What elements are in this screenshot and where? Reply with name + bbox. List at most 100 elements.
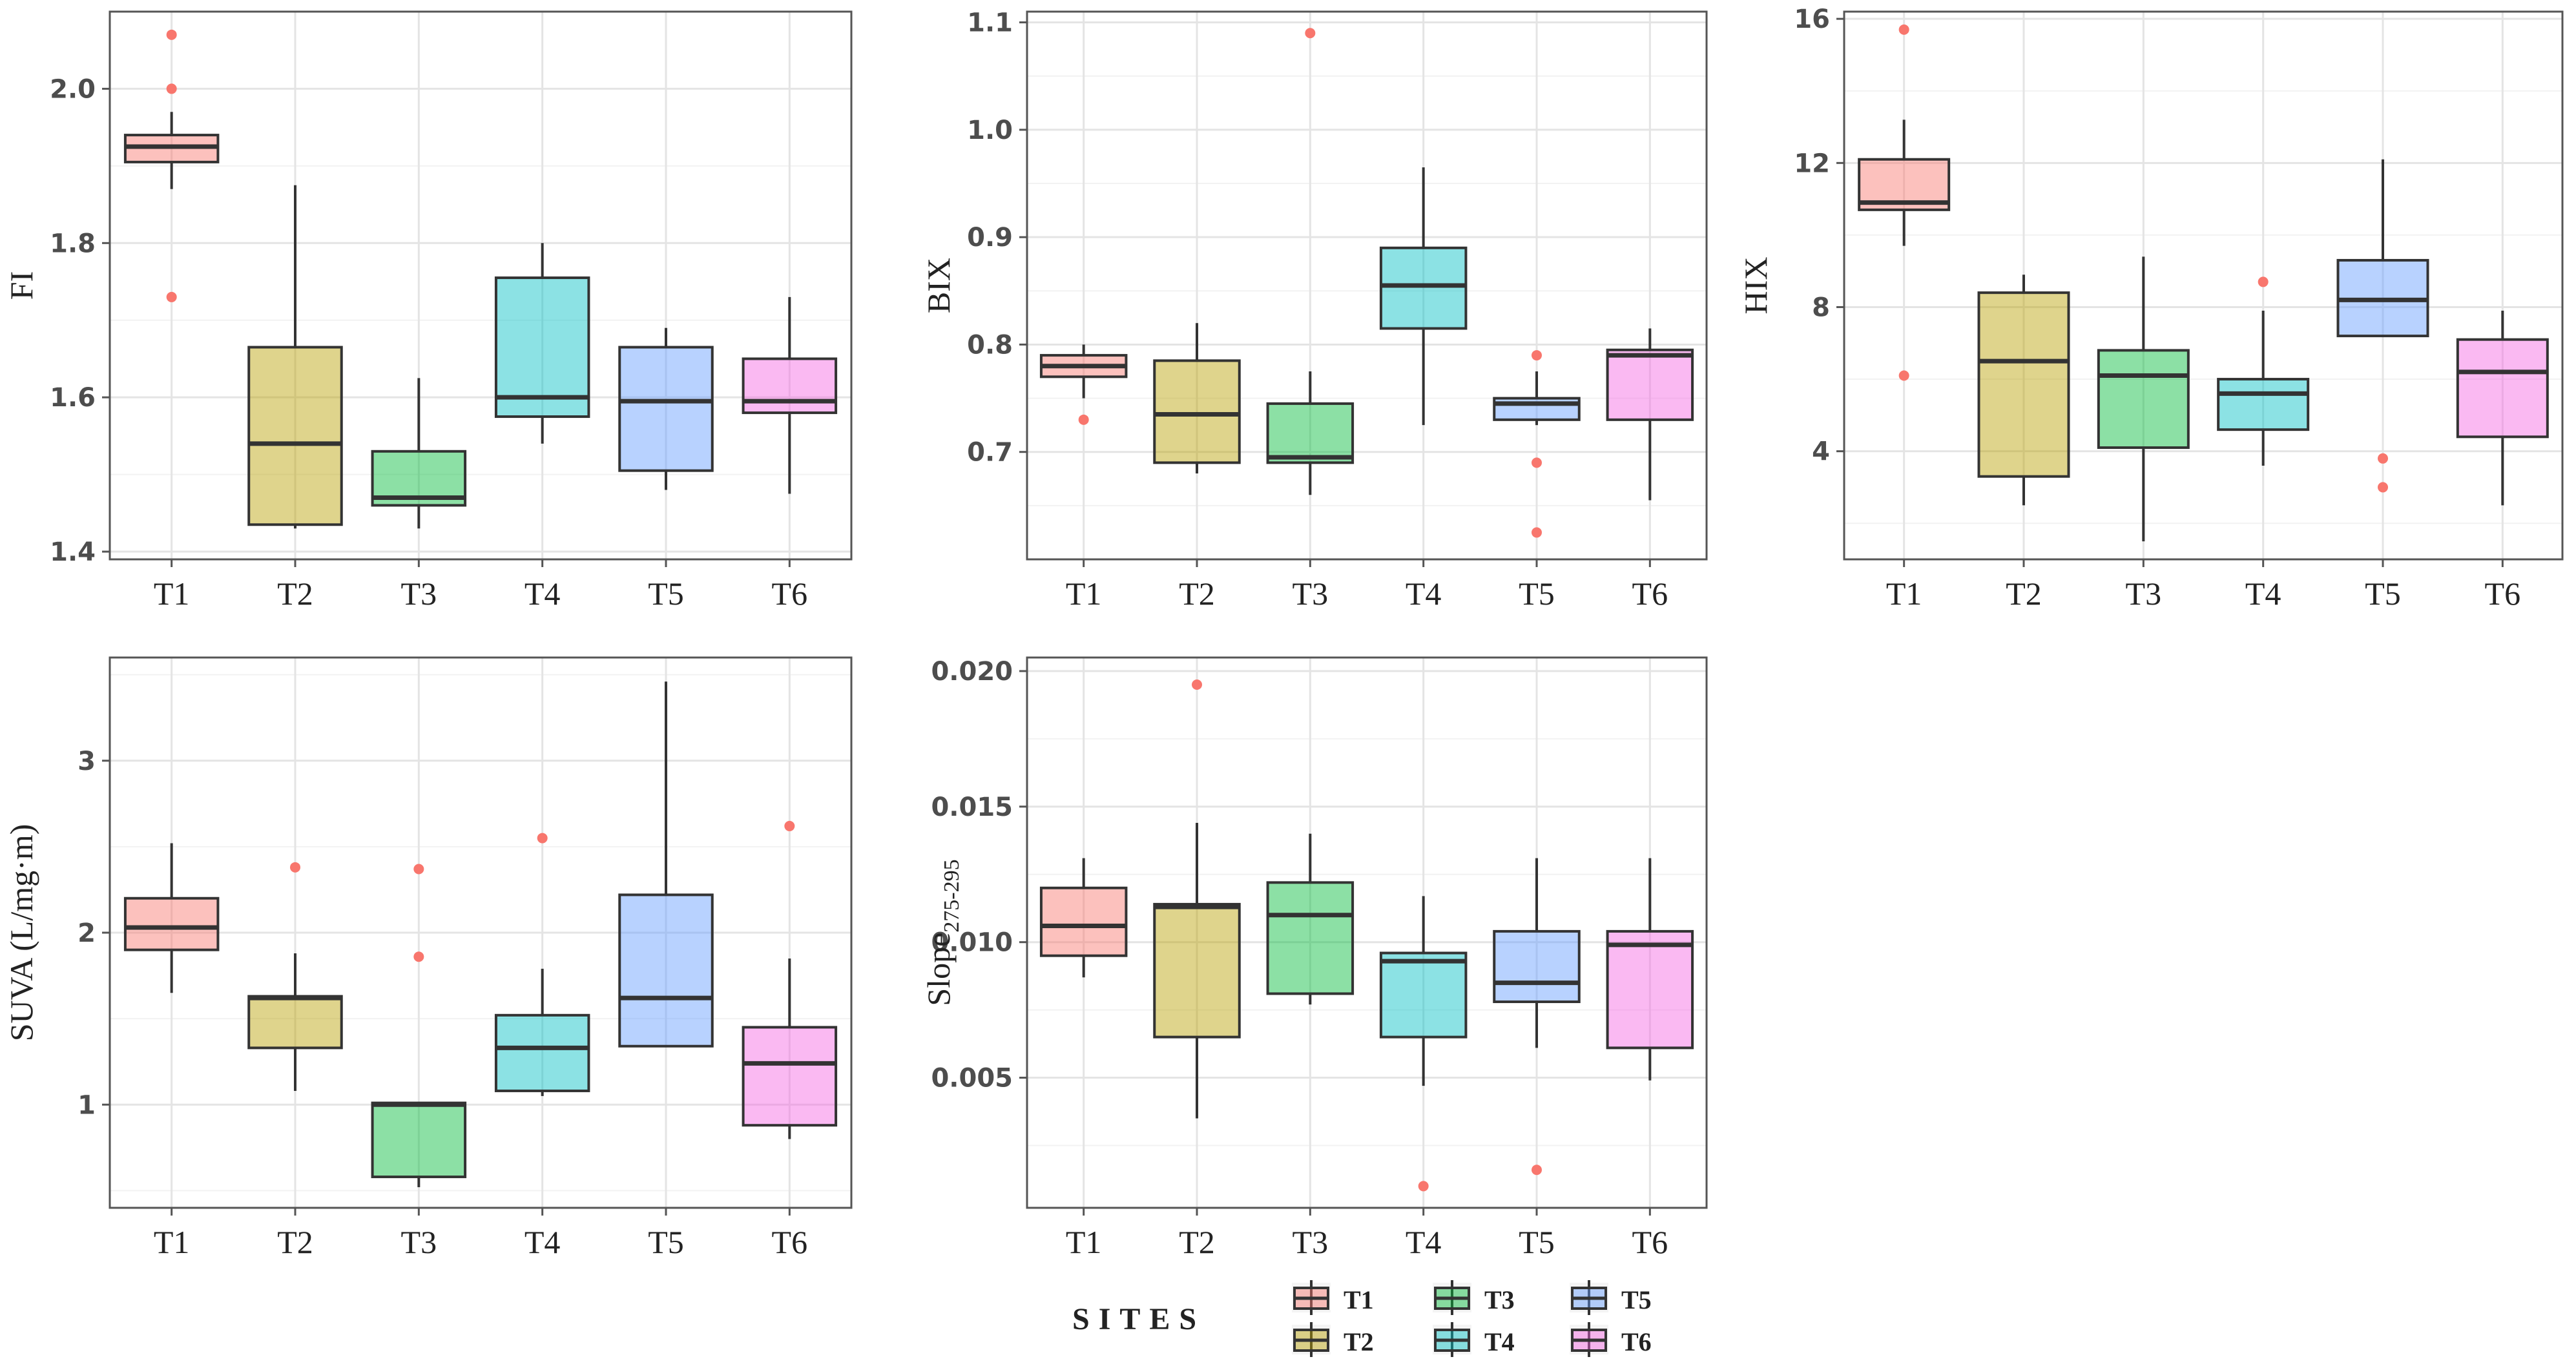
x-tick-label: T5 [648, 575, 684, 612]
box-iqr [1266, 402, 1355, 464]
x-tick-label: T5 [648, 1224, 684, 1260]
box-t3 [2097, 256, 2190, 542]
box-iqr [2456, 338, 2549, 439]
box-iqr [2217, 378, 2310, 431]
x-tick-label: T4 [1406, 1224, 1442, 1260]
x-tick-label: T1 [1066, 575, 1102, 612]
outlier-point [1898, 24, 1909, 35]
box-t5 [1493, 858, 1581, 1176]
y-tick-label: 1.1 [967, 8, 1013, 38]
legend-title: SITES [1072, 1302, 1205, 1336]
box-t1 [1039, 344, 1128, 425]
outlier-point [1898, 370, 1909, 381]
box-iqr [1493, 929, 1581, 1004]
x-tick-label: T3 [401, 575, 437, 612]
x-tick-label: T4 [525, 575, 561, 612]
y-tick-label: 0.020 [931, 657, 1013, 687]
x-tick-label: T3 [401, 1224, 437, 1260]
box-t3 [371, 378, 467, 529]
box-iqr [742, 357, 838, 415]
legend-label: T2 [1344, 1327, 1374, 1356]
legend-item-t2: T2 [1292, 1322, 1374, 1357]
x-tick-label: T5 [2365, 575, 2401, 612]
y-tick-label: 1.0 [967, 116, 1013, 145]
outlier-point [413, 951, 424, 962]
x-tick-label: T6 [772, 575, 808, 612]
box-iqr [1606, 929, 1694, 1050]
box-t4 [1379, 167, 1468, 426]
outlier-point [2258, 276, 2269, 287]
outlier-point [1192, 679, 1202, 690]
box-t1 [1039, 858, 1128, 978]
legend-label: T6 [1621, 1327, 1652, 1356]
box-t6 [742, 820, 838, 1139]
y-axis-label: Slope275-295 [920, 859, 964, 1006]
x-tick-label: T4 [1406, 575, 1442, 612]
box-t5 [618, 327, 714, 490]
outlier-point [1305, 28, 1316, 39]
box-t3 [1266, 28, 1355, 495]
box-t6 [1606, 328, 1694, 501]
y-axis-label: FI [3, 271, 39, 300]
x-tick-label: T1 [1066, 1224, 1102, 1260]
box-iqr [247, 346, 343, 526]
chart-panels: 1.4 1.6 1.8 2.0 T1 T2 T3 T4 T5 T6 FI 0.7 0.8 0.9 1.0 1.… [3, 5, 2564, 1260]
y-tick-label: 3 [78, 747, 96, 776]
outlier-point [2378, 453, 2388, 464]
outlier-point [166, 83, 177, 94]
y-axis-label: HIX [1738, 257, 1774, 315]
panel-border [1026, 10, 1708, 561]
outlier-point [166, 29, 177, 40]
box-t5 [2336, 159, 2429, 493]
y-tick-label: 0.010 [931, 928, 1013, 958]
x-tick-label: T2 [1179, 1224, 1215, 1260]
panel-border [1026, 656, 1708, 1209]
x-tick-label: T3 [1293, 575, 1329, 612]
legend: SITES T1 T2 T3 T4 T5 T6 [1072, 1280, 1652, 1357]
outlier-point [1532, 1165, 1542, 1176]
outlier-point [1418, 1181, 1429, 1192]
box-iqr [247, 995, 343, 1050]
y-tick-label: 0.7 [967, 438, 1013, 468]
box-t6 [2456, 311, 2549, 506]
y-tick-label: 4 [1812, 437, 1830, 467]
box-iqr [2097, 349, 2190, 450]
box-t3 [1266, 833, 1355, 1005]
y-tick-label: 2.0 [50, 74, 96, 104]
chart-panel-slope: 0.005 0.010 0.015 0.020 T1 T2 T3 T4 T5 T6 Slope275… [920, 656, 1708, 1260]
x-tick-label: T3 [1293, 1224, 1329, 1260]
y-tick-label: 0.9 [967, 223, 1013, 253]
panel-border [1843, 10, 2564, 561]
box-t5 [1493, 350, 1581, 538]
outlier-point [1532, 457, 1542, 468]
legend-label: T3 [1484, 1285, 1515, 1314]
legend-item-t6: T6 [1570, 1322, 1652, 1357]
box-t2 [247, 862, 343, 1091]
legend-item-t4: T4 [1433, 1322, 1515, 1357]
box-iqr [494, 276, 590, 419]
box-t2 [1153, 679, 1241, 1119]
box-t1 [1858, 24, 1951, 381]
panel-border [109, 10, 853, 561]
outlier-point [1532, 527, 1542, 538]
box-iqr [618, 893, 714, 1048]
box-t2 [1153, 323, 1241, 473]
chart-panel-hix: 4 8 12 16 T1 T2 T3 T4 T5 T6 HIX [1738, 5, 2564, 612]
chart-panel-fi: 1.4 1.6 1.8 2.0 T1 T2 T3 T4 T5 T6 FI [3, 10, 853, 612]
box-iqr [1153, 359, 1241, 464]
outlier-point [290, 862, 300, 873]
y-tick-label: 16 [1794, 5, 1830, 34]
y-axis-label-main: FI [3, 271, 39, 300]
x-tick-label: T4 [2245, 575, 2281, 612]
chart-panel-bix: 0.7 0.8 0.9 1.0 1.1 T1 T2 T3 T4 T5 T6 BIX [920, 8, 1708, 612]
box-iqr [494, 1013, 590, 1092]
x-tick-label: T1 [1886, 575, 1922, 612]
x-tick-label: T5 [1519, 575, 1555, 612]
legend-item-t3: T3 [1433, 1280, 1515, 1315]
box-t4 [1379, 896, 1468, 1192]
y-axis-label: SUVA (L/mg·m) [3, 824, 39, 1042]
box-iqr [1379, 246, 1468, 330]
box-t4 [2217, 276, 2310, 466]
outlier-point [2378, 482, 2388, 493]
